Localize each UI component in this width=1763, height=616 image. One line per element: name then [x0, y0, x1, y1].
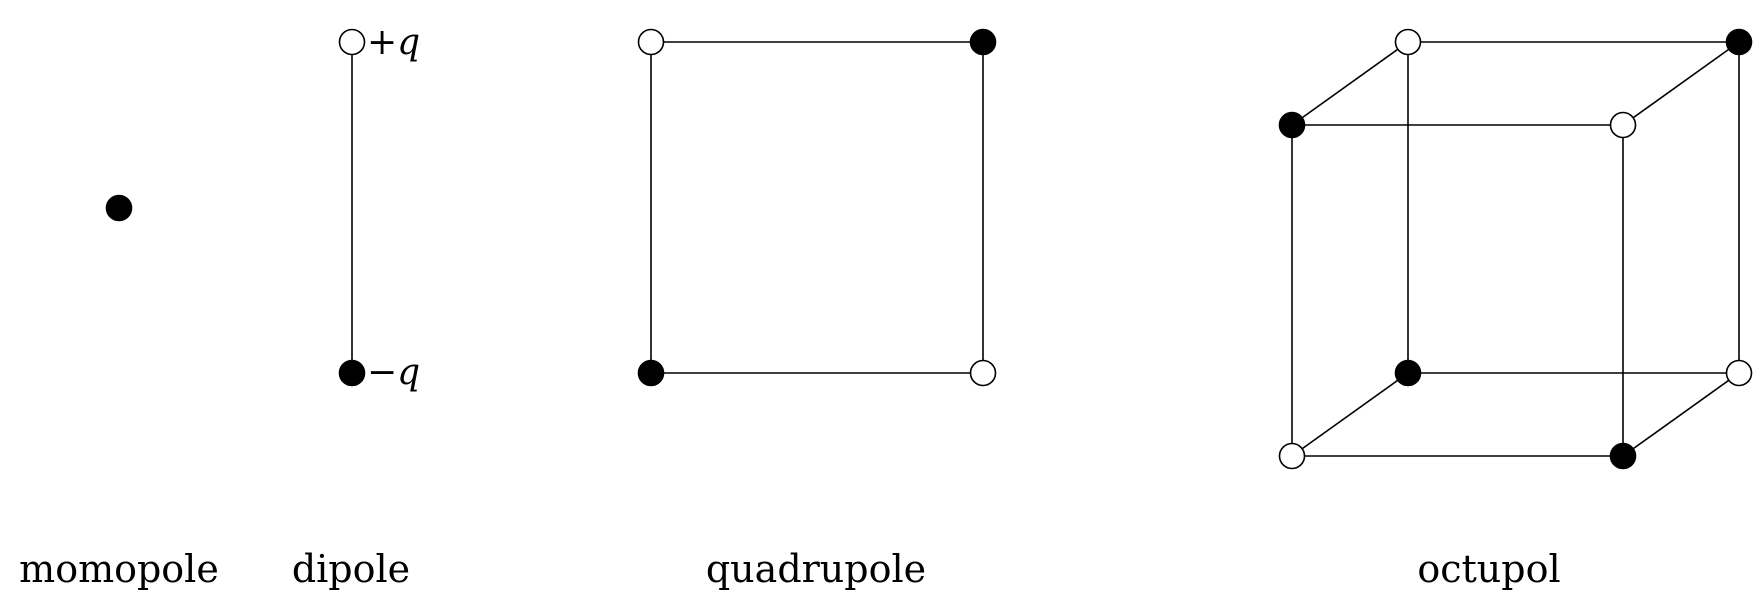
octupole-charge-negative: [1725, 28, 1753, 56]
quadrupole-caption: quadrupole: [706, 547, 926, 591]
monopole-caption: momopole: [19, 547, 219, 591]
octupole-charge-positive: [1394, 28, 1422, 56]
octupole-charge-positive: [1609, 111, 1637, 139]
charge-symbol-q: q: [397, 352, 420, 393]
charge-symbol-q: q: [397, 22, 420, 63]
monopole-charge-negative: [105, 194, 133, 222]
octupole-charge-positive: [1278, 442, 1306, 470]
dipole-charge-positive: [338, 28, 366, 56]
octupole-charge-negative: [1609, 442, 1637, 470]
octupole-edge: [1291, 41, 1409, 126]
octupole-charge-negative: [1394, 359, 1422, 387]
quadrupole-charge-positive: [637, 28, 665, 56]
dipole-minus-label: −q: [367, 352, 420, 393]
quadrupole-charge-positive: [969, 359, 997, 387]
dipole-charge-negative: [338, 359, 366, 387]
octupole-charge-positive: [1725, 359, 1753, 387]
quadrupole-charge-negative: [637, 359, 665, 387]
dipole-figure: +q −q: [338, 22, 420, 393]
minus-sign: −: [367, 352, 397, 393]
octupole-edge: [1622, 372, 1740, 457]
octupole-caption: octupol: [1417, 547, 1560, 591]
quadrupole-charge-negative: [969, 28, 997, 56]
octupole-figure: [1278, 28, 1753, 470]
monopole-figure: [105, 194, 133, 222]
octupole-edge: [1622, 41, 1740, 126]
quadrupole-figure: [637, 28, 997, 387]
octupole-edge: [1291, 372, 1409, 457]
plus-sign: +: [367, 22, 397, 63]
dipole-plus-label: +q: [367, 22, 420, 63]
octupole-charge-negative: [1278, 111, 1306, 139]
dipole-caption: dipole: [292, 547, 410, 591]
